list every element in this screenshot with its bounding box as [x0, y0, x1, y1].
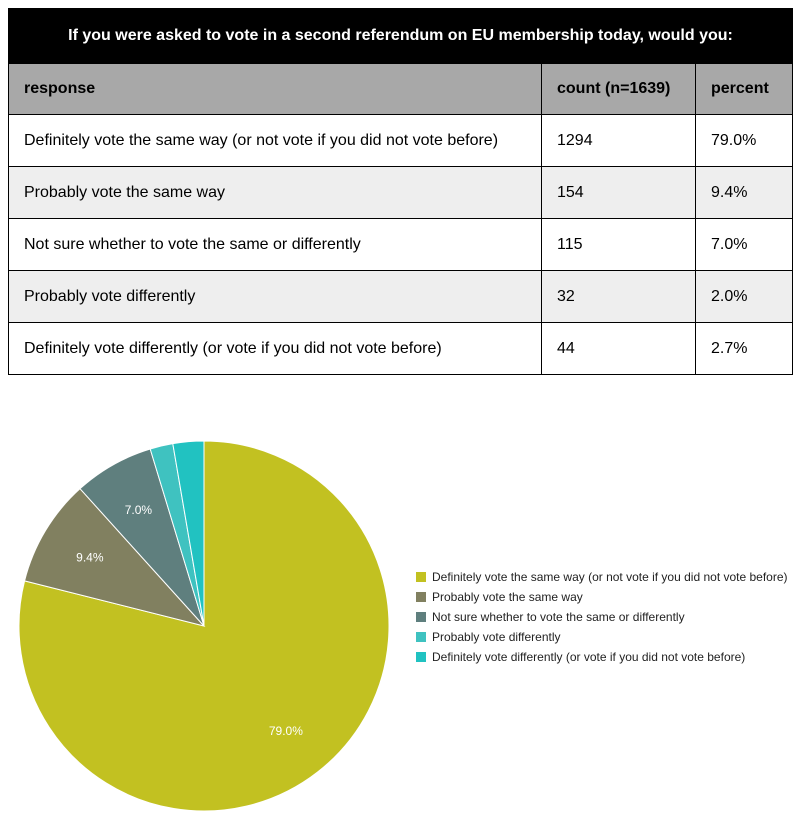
table-row: Definitely vote the same way (or not vot…: [8, 114, 793, 167]
pie-slice: [23, 487, 206, 627]
slice-label: 9.4%: [76, 550, 104, 564]
table-title: If you were asked to vote in a second re…: [8, 8, 793, 64]
column-header-response: response: [8, 63, 542, 115]
table-row: Definitely vote differently (or vote if …: [8, 322, 793, 375]
response-cell: Definitely vote differently (or vote if …: [8, 322, 542, 375]
pie-chart: 79.0% 9.4% 7.0% Definitely vote the same w…: [18, 440, 788, 812]
legend-label: Definitely vote the same way (or not vot…: [432, 570, 788, 584]
slice-label: 79.0%: [269, 724, 303, 738]
response-cell: Definitely vote the same way (or not vot…: [8, 114, 542, 167]
pie-labels: 79.0% 9.4% 7.0%: [76, 503, 303, 738]
table-row: Probably vote differently 32 2.0%: [8, 270, 793, 323]
legend-label: Probably vote differently: [432, 630, 561, 644]
survey-table: If you were asked to vote in a second re…: [8, 8, 793, 375]
legend-swatch: [416, 652, 426, 662]
column-header-percent: percent: [695, 63, 793, 115]
count-cell: 44: [541, 322, 696, 375]
pie-slice: [18, 440, 390, 812]
pie-slice: [172, 440, 205, 627]
count-cell: 32: [541, 270, 696, 323]
percent-cell: 2.0%: [695, 270, 793, 323]
pie-slices: [18, 440, 390, 812]
legend-swatch: [416, 592, 426, 602]
percent-cell: 2.7%: [695, 322, 793, 375]
slice-label: 7.0%: [125, 503, 153, 517]
response-cell: Not sure whether to vote the same or dif…: [8, 218, 542, 271]
legend-label: Probably vote the same way: [432, 590, 583, 604]
response-cell: Probably vote the same way: [8, 166, 542, 219]
legend-swatch: [416, 632, 426, 642]
percent-cell: 9.4%: [695, 166, 793, 219]
percent-cell: 79.0%: [695, 114, 793, 167]
legend-swatch: [416, 572, 426, 582]
table-row: Probably vote the same way 154 9.4%: [8, 166, 793, 219]
legend-swatch: [416, 612, 426, 622]
count-cell: 1294: [541, 114, 696, 167]
legend-label: Definitely vote differently (or vote if …: [432, 650, 745, 664]
column-header-count: count (n=1639): [541, 63, 696, 115]
count-cell: 154: [541, 166, 696, 219]
pie-legend: Definitely vote the same way (or not vot…: [416, 570, 788, 664]
count-cell: 115: [541, 218, 696, 271]
percent-cell: 7.0%: [695, 218, 793, 271]
legend-label: Not sure whether to vote the same or dif…: [432, 610, 685, 624]
table-row: Not sure whether to vote the same or dif…: [8, 218, 793, 271]
response-cell: Probably vote differently: [8, 270, 542, 323]
